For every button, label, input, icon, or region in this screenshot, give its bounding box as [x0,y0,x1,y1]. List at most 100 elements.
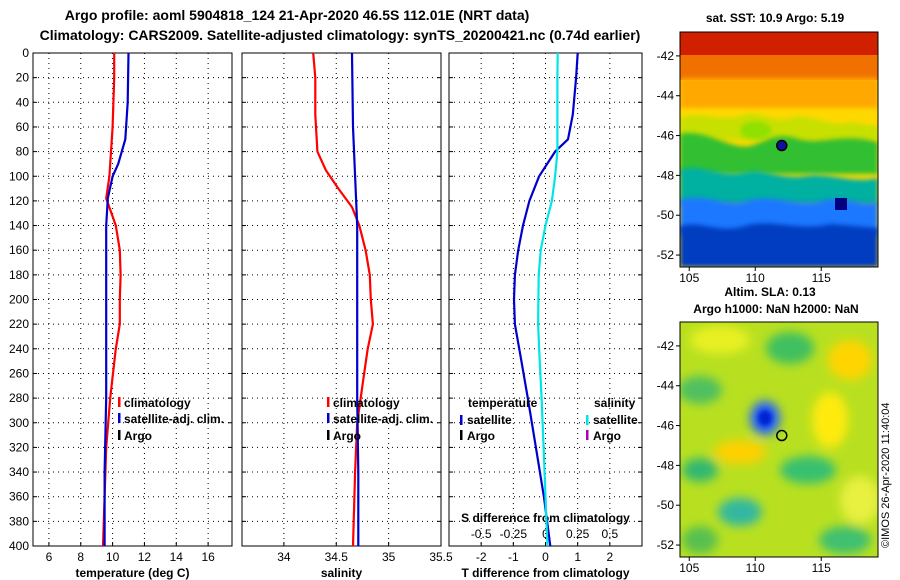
map-y-tick-label: -44 [657,89,675,103]
x-top-tick-label: 0.5 [601,527,618,541]
y-tick-label: 160 [9,243,29,257]
map-y-tick-label: -46 [657,129,675,143]
x-tick-label: 12 [138,550,152,564]
y-tick-label: 380 [9,514,29,528]
legend-swatch-climatology [327,397,330,407]
y-tick-label: 80 [16,145,30,159]
y-tick-label: 100 [9,169,29,183]
y-tick-label: 20 [16,71,30,85]
sst-map-frame [679,31,879,268]
map-x-tick-label: 110 [746,561,765,575]
legend-satellite-label: satellite-adj. clim. [333,412,433,426]
plot-frame [32,52,233,547]
series-line-satellite-adj-clim- [103,52,130,546]
x-tick-label: 8 [77,550,84,564]
x-top-tick-label: -0.25 [500,527,528,541]
x-top-tick-label: 0.25 [566,527,590,541]
timestamp: ©IMOS 26-Apr-2020 11:40:04 [880,403,892,548]
y-tick-label: 360 [9,490,29,504]
legend-climatology-label: climatology [124,396,191,410]
y-tick-label: 40 [16,95,30,109]
legend-swatch-satellite [118,413,121,423]
plot-frame [241,52,442,547]
series-line-temperature-satellite [512,52,579,547]
x-top-tick-label: -0.5 [471,527,492,541]
legend-swatch-sal-argo [586,430,589,440]
sla-map-argo-marker [776,429,788,442]
map-x-tick-label: 105 [679,271,699,285]
x-tick-label: 16 [201,550,215,564]
y-tick-label: 300 [9,416,29,430]
x-tick-label: -2 [476,550,487,564]
legend-temp-argo-label: Argo [467,429,495,443]
legend-sal-argo-label: Argo [593,429,621,443]
legend-temperature-title: temperature [468,396,538,410]
sla-map-frame [679,321,879,558]
y-tick-label: 120 [9,194,29,208]
map-y-tick-label: -52 [657,248,675,262]
legend-swatch-argo [118,430,121,440]
x-tick-label: 1 [574,550,581,564]
legend-swatch-argo [327,430,330,440]
y-tick-label: 320 [9,440,29,454]
map-y-tick-label: -50 [657,208,675,222]
sst-cold-spot [835,198,847,210]
map-x-tick-label: 105 [679,561,699,575]
map-y-tick-label: -48 [657,168,675,182]
map-y-tick-label: -48 [657,458,675,472]
map-y-tick-label: -42 [657,49,675,63]
y-tick-label: 240 [9,342,29,356]
y-tick-label: 140 [9,219,29,233]
temperature-legend: climatology satellite-adj. clim. Argo [118,396,224,443]
temperature-panel: 0 20 40 60 80 100 120 140 160 180 200 220 240 260 280 3… [9,46,233,580]
x-tick-label: 34 [277,550,291,564]
x-tick-label: 0 [542,550,549,564]
series-line-satellite-adj-clim- [350,52,360,546]
series-line-climatology [101,53,122,547]
map-x-tick-label: 115 [812,561,831,575]
x-tick-label: 34.5 [325,550,349,564]
map-y-tick-label: -42 [657,339,675,353]
sst-map-title: sat. SST: 10.9 Argo: 5.19 [706,11,845,25]
sst-map-axes: -42 -44 -46 -48 -50 -52 105 110 115 [657,49,831,285]
salinity-legend: climatology satellite-adj. clim. Argo [327,396,433,443]
x-tick-label: 35 [382,550,396,564]
legend-swatch-sal-satellite [586,415,589,425]
sla-map-title: Altim. SLA: 0.13 [724,285,816,299]
y-tick-label: 260 [9,366,29,380]
map-y-tick-label: -52 [657,538,675,552]
legend-argo-label: Argo [124,429,152,443]
legend-climatology-label: climatology [333,396,400,410]
map-y-tick-label: -50 [657,498,675,512]
x-axis-label: T difference from climatology [461,566,629,580]
salinity-panel: 34 34.5 35 35.5 salinity [241,52,453,580]
legend-swatch-temp-argo [460,430,463,440]
legend-swatch-climatology [118,397,121,407]
y-tick-label: 400 [9,539,29,553]
x-tick-label: 10 [106,550,120,564]
map-y-tick-label: -46 [657,419,675,433]
legend-swatch-satellite [327,413,330,423]
x-tick-label: 2 [606,550,613,564]
x-tick-label: -1 [508,550,519,564]
map-y-tick-label: -44 [657,379,675,393]
series-line-salinity-satellite [536,52,559,547]
title-line-1: Argo profile: aoml 5904818_124 21-Apr-20… [65,7,530,23]
y-tick-label: 180 [9,268,29,282]
legend-salinity-title: salinity [594,396,636,410]
x-axis-label: salinity [321,566,363,580]
y-tick-label: 200 [9,293,29,307]
series-line-climatology [312,52,374,547]
y-tick-label: 60 [16,120,30,134]
sla-map-subtitle: Argo h1000: NaN h2000: NaN [693,302,858,316]
legend-argo-label: Argo [333,429,361,443]
legend-swatch-temp-satellite [460,415,463,425]
y-tick-label: 220 [9,317,29,331]
x-tick-label: 6 [46,550,53,564]
legend-satellite-label: satellite-adj. clim. [124,412,224,426]
sla-map-axes: -42 -44 -46 -48 -50 -52 105 110 115 [657,339,831,575]
difference-legend: temperature satellite Argo salinity sate… [460,396,638,443]
x-top-tick-label: 0 [542,527,549,541]
